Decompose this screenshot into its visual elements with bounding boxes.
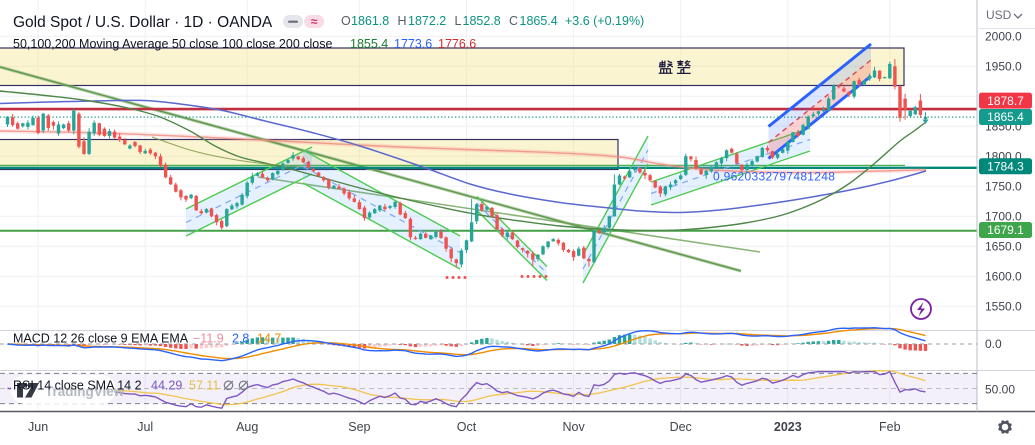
- svg-text:Oct: Oct: [457, 420, 477, 434]
- svg-text:57.11: 57.11: [189, 379, 219, 393]
- svg-text:RSI 14 close SMA 14 2: RSI 14 close SMA 14 2: [13, 379, 142, 393]
- svg-text:1865.4: 1865.4: [520, 14, 558, 28]
- svg-text:Sep: Sep: [348, 420, 370, 434]
- svg-text:14.7: 14.7: [257, 332, 281, 346]
- svg-text:1861.8: 1861.8: [351, 14, 389, 28]
- svg-text:1776.6: 1776.6: [438, 37, 476, 51]
- svg-text:Gold Spot / U.S. Dollar · 1D ·: Gold Spot / U.S. Dollar · 1D · OANDA: [13, 14, 273, 31]
- svg-text:1750.0: 1750.0: [985, 179, 1022, 193]
- svg-text:2023: 2023: [774, 420, 802, 434]
- svg-text:L: L: [455, 14, 462, 28]
- svg-text:H: H: [398, 14, 407, 28]
- svg-text:50.00: 50.00: [985, 383, 1015, 397]
- svg-text:O: O: [341, 14, 351, 28]
- svg-text:Aug: Aug: [236, 420, 258, 434]
- svg-text:≈: ≈: [311, 15, 318, 29]
- svg-text:Jul: Jul: [137, 420, 153, 434]
- svg-text:C: C: [509, 14, 518, 28]
- svg-text:1700.0: 1700.0: [985, 209, 1022, 223]
- svg-text:1550.0: 1550.0: [985, 299, 1022, 313]
- svg-text:Feb: Feb: [879, 420, 901, 434]
- svg-text:0.9620332797481248: 0.9620332797481248: [713, 170, 835, 184]
- svg-text:44.29: 44.29: [151, 379, 182, 393]
- svg-text:1650.0: 1650.0: [985, 239, 1022, 253]
- svg-text:2.8: 2.8: [232, 332, 249, 346]
- svg-text:USD: USD: [986, 8, 1012, 22]
- svg-text:0.0: 0.0: [985, 337, 1002, 351]
- svg-text:MACD 12 26 close 9 EMA EMA: MACD 12 26 close 9 EMA EMA: [13, 332, 189, 346]
- svg-text:+3.6 (+0.19%): +3.6 (+0.19%): [565, 14, 644, 28]
- svg-text:1878.7: 1878.7: [987, 94, 1024, 108]
- svg-text:1852.8: 1852.8: [463, 14, 501, 28]
- svg-text:1855.4: 1855.4: [350, 37, 388, 51]
- svg-text:Nov: Nov: [562, 420, 585, 434]
- svg-text:1950.0: 1950.0: [985, 59, 1022, 73]
- svg-text:50,100,200 Moving Average 50 c: 50,100,200 Moving Average 50 close 100 c…: [13, 37, 332, 51]
- svg-text:Dec: Dec: [670, 420, 692, 434]
- svg-text:2000.0: 2000.0: [985, 29, 1022, 43]
- svg-text:−11.9: −11.9: [193, 332, 224, 346]
- svg-text:1784.3: 1784.3: [987, 160, 1024, 174]
- svg-text:1600.0: 1600.0: [985, 269, 1022, 283]
- svg-text:TradingView: TradingView: [45, 384, 125, 399]
- svg-text:Jun: Jun: [28, 420, 48, 434]
- svg-text:1865.4: 1865.4: [987, 110, 1024, 124]
- svg-text:1679.1: 1679.1: [987, 223, 1024, 237]
- svg-text:1773.6: 1773.6: [394, 37, 432, 51]
- svg-text:1872.2: 1872.2: [408, 14, 446, 28]
